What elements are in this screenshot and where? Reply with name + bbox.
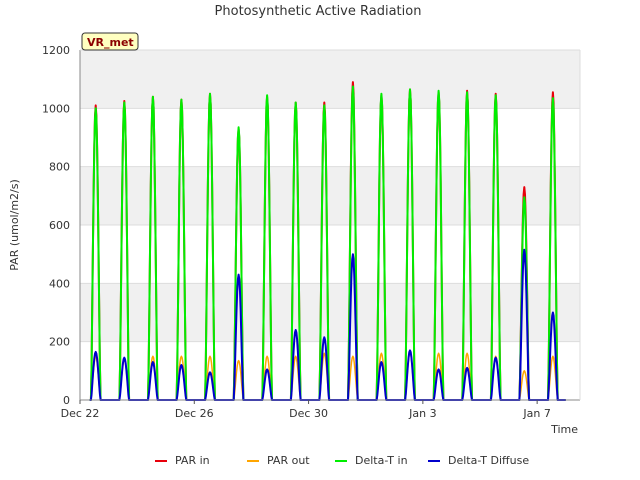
x-tick-label: Dec 30 xyxy=(289,407,328,420)
legend-label: PAR out xyxy=(267,454,310,467)
legend-item: PAR out xyxy=(247,454,310,467)
x-tick-label: Dec 22 xyxy=(61,407,100,420)
legend-label: Delta-T Diffuse xyxy=(448,454,529,467)
chart-title: Photosynthetic Active Radiation xyxy=(215,4,422,19)
legend-item: Delta-T Diffuse xyxy=(428,454,529,467)
y-tick-label: 200 xyxy=(49,336,70,349)
x-tick-labels: Dec 22 Dec 26 Dec 30 Jan 3 Jan 7 xyxy=(61,400,551,420)
x-axis-label: Time xyxy=(550,423,578,436)
series-line-delta-t-diffuse xyxy=(89,248,566,401)
annotation-box xyxy=(81,32,139,51)
y-tick-label: 800 xyxy=(49,161,70,174)
legend-label: PAR in xyxy=(175,454,210,467)
y-tick-label: 1000 xyxy=(42,102,70,115)
grid-band xyxy=(80,283,580,342)
annotation-text: VR_met xyxy=(87,36,134,49)
grid-band xyxy=(80,50,580,109)
y-tick-label: 1200 xyxy=(42,44,70,57)
legend-item: Delta-T in xyxy=(335,454,408,467)
series-line-delta-t-in xyxy=(89,85,566,401)
x-tick-label: Dec 26 xyxy=(175,407,214,420)
legend-label: Delta-T in xyxy=(355,454,408,467)
y-tick-label: 0 xyxy=(63,394,70,407)
series-layer xyxy=(89,81,566,401)
grid-band xyxy=(80,166,580,225)
y-tick-labels: 0 200 400 600 800 1000 1200 xyxy=(42,44,70,407)
x-tick-label: Jan 7 xyxy=(522,407,550,420)
legend-item: PAR in xyxy=(155,454,210,467)
y-tick-label: 400 xyxy=(49,277,70,290)
legend: PAR in PAR out Delta-T in Delta-T Diffuse xyxy=(155,454,529,467)
axes xyxy=(79,49,581,401)
annotation-badge: VR_met xyxy=(81,32,139,51)
y-tick-label: 600 xyxy=(49,219,70,232)
x-tick-label: Jan 3 xyxy=(408,407,436,420)
y-axis-label: PAR (umol/m2/s) xyxy=(8,179,21,271)
